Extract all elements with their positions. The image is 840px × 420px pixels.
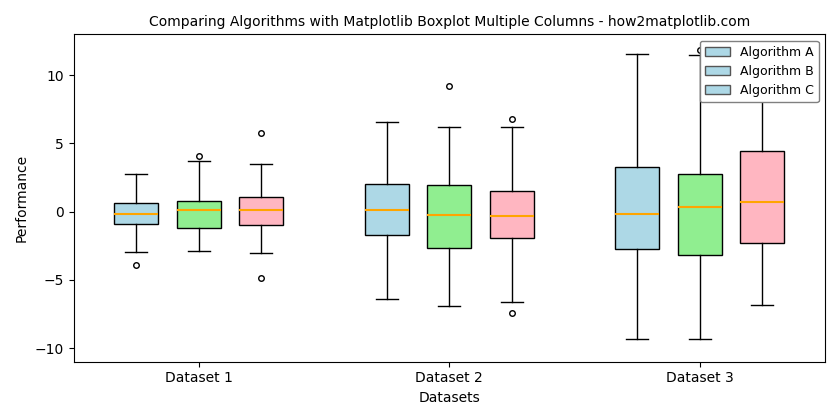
PathPatch shape bbox=[490, 191, 533, 239]
PathPatch shape bbox=[114, 203, 158, 224]
PathPatch shape bbox=[239, 197, 283, 225]
PathPatch shape bbox=[428, 185, 471, 248]
PathPatch shape bbox=[177, 201, 221, 228]
Title: Comparing Algorithms with Matplotlib Boxplot Multiple Columns - how2matplotlib.c: Comparing Algorithms with Matplotlib Box… bbox=[149, 15, 750, 29]
Legend: Algorithm A, Algorithm B, Algorithm C: Algorithm A, Algorithm B, Algorithm C bbox=[700, 41, 819, 102]
Y-axis label: Performance: Performance bbox=[15, 154, 29, 242]
PathPatch shape bbox=[678, 174, 722, 255]
PathPatch shape bbox=[615, 167, 659, 249]
PathPatch shape bbox=[365, 184, 408, 235]
X-axis label: Datasets: Datasets bbox=[418, 391, 480, 405]
PathPatch shape bbox=[740, 150, 785, 244]
